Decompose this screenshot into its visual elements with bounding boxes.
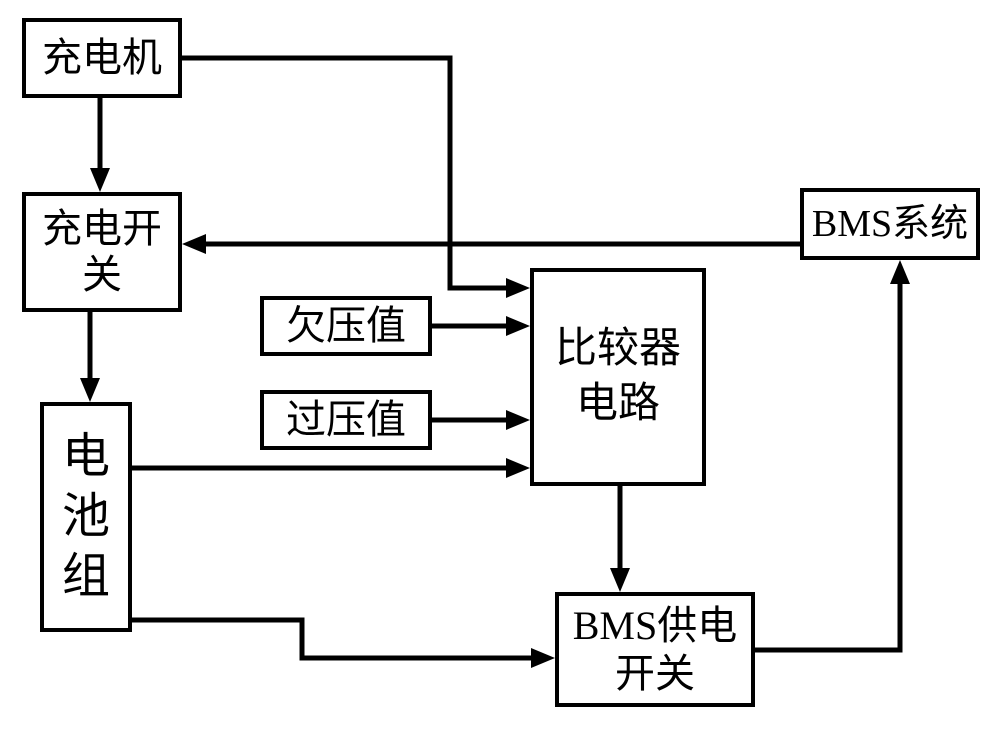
node-bms-system-label: BMS系统 xyxy=(812,205,968,243)
node-charge-switch-label: 充电开 关 xyxy=(42,206,162,298)
node-bms-power-switch-label: BMS供电 开关 xyxy=(573,602,738,698)
node-undervoltage: 欠压值 xyxy=(260,296,432,356)
node-overvoltage: 过压值 xyxy=(260,390,432,450)
node-overvoltage-label: 过压值 xyxy=(286,400,406,440)
node-undervoltage-label: 欠压值 xyxy=(286,306,406,346)
node-battery-pack-label: 电 池 组 xyxy=(62,427,110,607)
node-charger-label: 充电机 xyxy=(42,38,162,78)
node-comparator: 比较器 电路 xyxy=(530,268,706,486)
node-bms-power-switch: BMS供电 开关 xyxy=(555,592,755,707)
node-charge-switch: 充电开 关 xyxy=(22,192,182,312)
node-bms-system: BMS系统 xyxy=(800,188,980,260)
node-comparator-label: 比较器 电路 xyxy=(555,322,681,431)
node-battery-pack: 电 池 组 xyxy=(40,402,132,632)
node-charger: 充电机 xyxy=(22,18,182,98)
